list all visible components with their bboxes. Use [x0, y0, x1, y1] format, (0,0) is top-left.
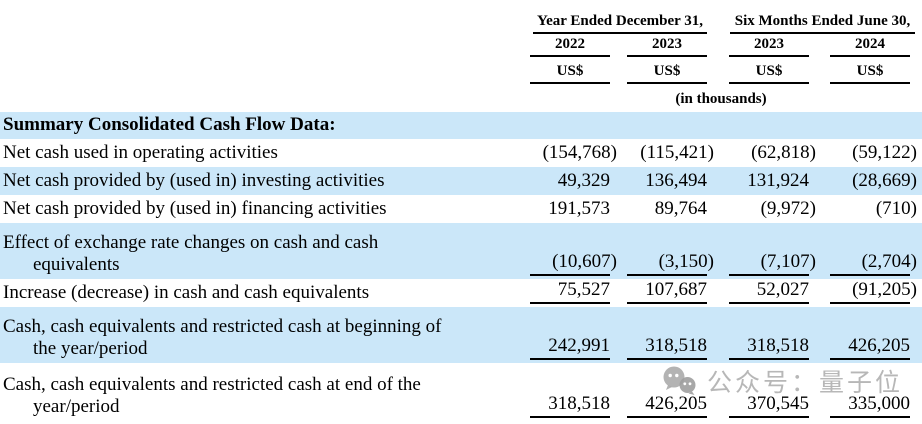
row-label: Net cash provided by (used in) investing…	[3, 170, 385, 191]
table-row: Effect of exchange rate changes on cash …	[0, 223, 922, 279]
value-cell: (28,669)	[852, 170, 917, 191]
value-cell: 370,545	[715, 363, 813, 421]
row-label: Net cash provided by (used in) financing…	[3, 198, 387, 219]
spacer-cell	[0, 60, 520, 87]
table-row: Net cash used in operating activities (1…	[0, 139, 922, 167]
currency-cell: US$	[620, 60, 715, 87]
units-note: (in thousands)	[675, 91, 767, 107]
year-row: 2022 2023 2023 2024	[0, 34, 922, 60]
row-label: Cash, cash equivalents and restricted ca…	[3, 316, 442, 359]
value-cell: 318,518	[715, 307, 813, 363]
row-label: Cash, cash equivalents and restricted ca…	[3, 374, 421, 417]
value-cell: 131,924	[747, 170, 809, 191]
value-cell: (7,107)	[715, 223, 816, 279]
year-cell: 2022	[520, 34, 620, 60]
spacer-cell	[0, 87, 520, 112]
spacer-cell	[0, 0, 520, 34]
row-label: Effect of exchange rate changes on cash …	[3, 232, 379, 275]
value-cell: (115,421)	[640, 142, 714, 163]
currency-label: US$	[830, 63, 910, 84]
value-cell: 318,518	[620, 307, 715, 363]
currency-row: US$ US$ US$ US$	[0, 60, 922, 87]
value-cell: (154,768)	[542, 142, 617, 163]
value-cell: (710)	[875, 198, 917, 219]
table-row: Net cash provided by (used in) investing…	[0, 167, 922, 195]
value-cell: 191,573	[548, 198, 610, 219]
table-row: Net cash provided by (used in) financing…	[0, 195, 922, 223]
currency-label: US$	[627, 63, 707, 84]
period-group-row: Year Ended December 31, Six Months Ended…	[0, 0, 922, 34]
currency-cell: US$	[813, 60, 922, 87]
value-cell: 136,494	[645, 170, 707, 191]
currency-label: US$	[729, 63, 809, 84]
currency-cell: US$	[715, 60, 813, 87]
value-cell: (10,607)	[520, 223, 620, 279]
value-cell: (91,205)	[813, 279, 922, 307]
value-cell: 335,000	[813, 363, 922, 421]
year-label: 2022	[530, 36, 610, 57]
year-cell: 2023	[715, 34, 813, 60]
period-group-year-ended: Year Ended December 31,	[533, 13, 707, 34]
currency-cell: US$	[520, 60, 620, 87]
year-label: 2024	[830, 36, 910, 57]
value-cell: 242,991	[520, 307, 620, 363]
table-body: Summary Consolidated Cash Flow Data: Net…	[0, 112, 922, 421]
units-row: (in thousands)	[0, 87, 922, 112]
year-label: 2023	[627, 36, 707, 57]
value-cell: (62,818)	[751, 142, 816, 163]
table-row: Cash, cash equivalents and restricted ca…	[0, 363, 922, 421]
value-cell: (3,150)	[620, 223, 715, 279]
table-row: Cash, cash equivalents and restricted ca…	[0, 307, 922, 363]
currency-label: US$	[530, 63, 610, 84]
year-cell: 2024	[813, 34, 922, 60]
value-cell: 318,518	[520, 363, 620, 421]
value-cell: 426,205	[620, 363, 715, 421]
value-cell: (2,704)	[813, 223, 922, 279]
section-title: Summary Consolidated Cash Flow Data:	[3, 114, 336, 135]
table-row: Increase (decrease) in cash and cash equ…	[0, 279, 922, 307]
row-label: Increase (decrease) in cash and cash equ…	[3, 282, 370, 303]
period-group-six-months: Six Months Ended June 30,	[730, 13, 915, 34]
section-title-row: Summary Consolidated Cash Flow Data:	[0, 112, 922, 139]
year-cell: 2023	[620, 34, 715, 60]
row-label: Net cash used in operating activities	[3, 142, 278, 163]
year-label: 2023	[729, 36, 809, 57]
value-cell: (59,122)	[852, 142, 917, 163]
value-cell: 426,205	[813, 307, 922, 363]
spacer-cell	[0, 34, 520, 60]
value-cell: 75,527	[520, 279, 620, 307]
value-cell: (9,972)	[760, 198, 816, 219]
table-header: Year Ended December 31, Six Months Ended…	[0, 0, 922, 112]
value-cell: 52,027	[715, 279, 813, 307]
value-cell: 107,687	[620, 279, 715, 307]
period-group-cell: Year Ended December 31,	[520, 0, 715, 34]
period-group-cell: Six Months Ended June 30,	[715, 0, 922, 34]
value-cell: 89,764	[654, 198, 707, 219]
value-cell: 49,329	[557, 170, 610, 191]
